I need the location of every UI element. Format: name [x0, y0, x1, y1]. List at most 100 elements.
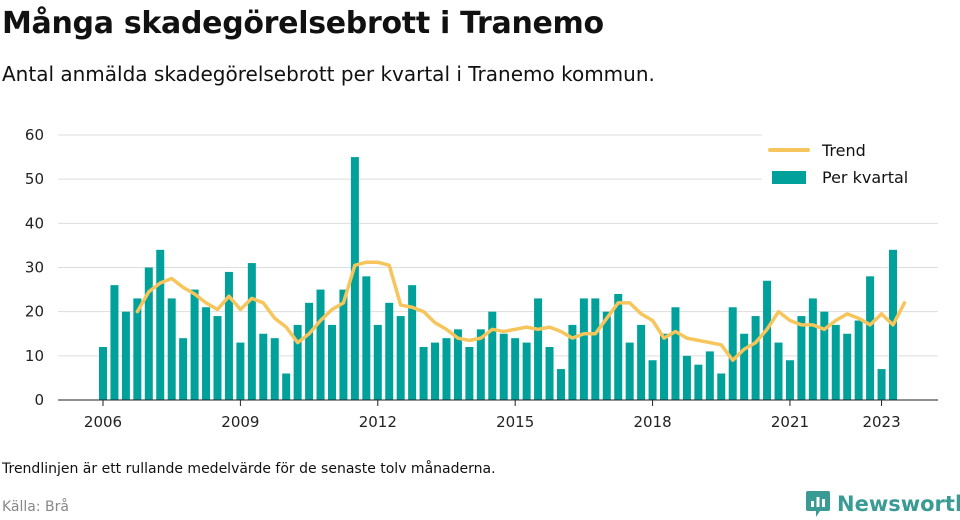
x-tick-label: 2009 [221, 413, 259, 431]
y-tick-label: 30 [25, 259, 44, 277]
bar [682, 355, 691, 400]
bar [579, 298, 588, 400]
bar [694, 364, 703, 400]
bar [522, 342, 531, 400]
bar [179, 338, 188, 400]
x-tick-label: 2018 [633, 413, 671, 431]
chart-subtitle: Antal anmälda skadegörelsebrott per kvar… [2, 62, 655, 86]
bar [866, 276, 875, 400]
y-axis: 0 10 20 30 40 50 60 [25, 126, 44, 409]
bar [213, 316, 222, 400]
bar [854, 320, 863, 400]
trend-line [135, 260, 907, 362]
bar [339, 289, 348, 400]
bar [877, 369, 886, 400]
bar [648, 360, 657, 400]
bar-series [99, 157, 897, 400]
bar [671, 307, 680, 400]
brand-name: Newsworthy [837, 492, 960, 516]
x-axis: 2006 2009 2012 2015 2018 2021 2023 [58, 399, 938, 431]
footnote: Trendlinjen är ett rullande medelvärde f… [2, 461, 496, 477]
brand-logo: Newsworthy [805, 490, 960, 518]
bar [316, 289, 325, 400]
bar [717, 373, 726, 400]
bar [247, 263, 256, 400]
bar [270, 338, 279, 400]
bar [236, 342, 245, 400]
bar [785, 360, 794, 400]
bar [167, 298, 176, 400]
bar [442, 338, 451, 400]
x-tick-label: 2012 [359, 413, 397, 431]
y-tick-label: 40 [25, 214, 44, 232]
bar [144, 267, 153, 400]
y-tick-label: 20 [25, 303, 44, 321]
bar [327, 324, 336, 400]
bar [373, 324, 382, 400]
chart-title: Många skadegörelsebrott i Tranemo [2, 6, 604, 41]
source-label: Källa: Brå [2, 499, 69, 515]
bar [202, 307, 211, 400]
bar [190, 289, 199, 400]
bar [350, 157, 359, 400]
bar [602, 311, 611, 400]
y-tick-label: 0 [34, 391, 44, 409]
bar [797, 316, 806, 400]
bar [453, 329, 462, 400]
bar [556, 369, 565, 400]
bar [499, 333, 508, 400]
bar [362, 276, 371, 400]
bar [660, 333, 669, 400]
legend-bar-swatch [772, 171, 806, 184]
bar [843, 333, 852, 400]
x-tick-label: 2006 [84, 413, 122, 431]
bar [705, 351, 714, 400]
bar [637, 324, 646, 400]
bar [431, 342, 440, 400]
legend: Trend Per kvartal [762, 132, 938, 194]
bar [831, 324, 840, 400]
bar [156, 249, 165, 400]
bar [534, 298, 543, 400]
x-tick-label: 2021 [771, 413, 809, 431]
x-tick-label: 2023 [862, 413, 900, 431]
bar [488, 311, 497, 400]
bar [625, 342, 634, 400]
bar [751, 316, 760, 400]
bar [282, 373, 291, 400]
x-tick-label: 2015 [496, 413, 534, 431]
bar [511, 338, 520, 400]
bar [99, 347, 107, 400]
bar [385, 302, 394, 400]
bar [465, 347, 474, 400]
legend-bar-label: Per kvartal [822, 168, 908, 187]
bar [545, 347, 554, 400]
bar [774, 342, 783, 400]
bar [808, 298, 817, 400]
trend-series [135, 260, 907, 362]
y-tick-label: 60 [25, 126, 44, 144]
y-tick-label: 50 [25, 170, 44, 188]
bar [110, 285, 119, 400]
bar [121, 311, 130, 400]
bar [224, 271, 233, 400]
legend-trend-label: Trend [821, 141, 866, 160]
bar [820, 311, 829, 400]
y-tick-label: 10 [25, 347, 44, 365]
bar [728, 307, 737, 400]
bar [591, 298, 600, 400]
bar [259, 333, 268, 400]
bar [568, 324, 577, 400]
bar [763, 280, 772, 400]
bar [305, 302, 314, 400]
bar [476, 329, 485, 400]
newsworthy-logo-icon [806, 491, 830, 517]
bar [133, 298, 142, 400]
bar [293, 324, 302, 400]
bar [740, 333, 749, 400]
bar [419, 347, 428, 400]
bar [614, 294, 623, 400]
bar [396, 316, 405, 400]
bar [408, 285, 417, 400]
